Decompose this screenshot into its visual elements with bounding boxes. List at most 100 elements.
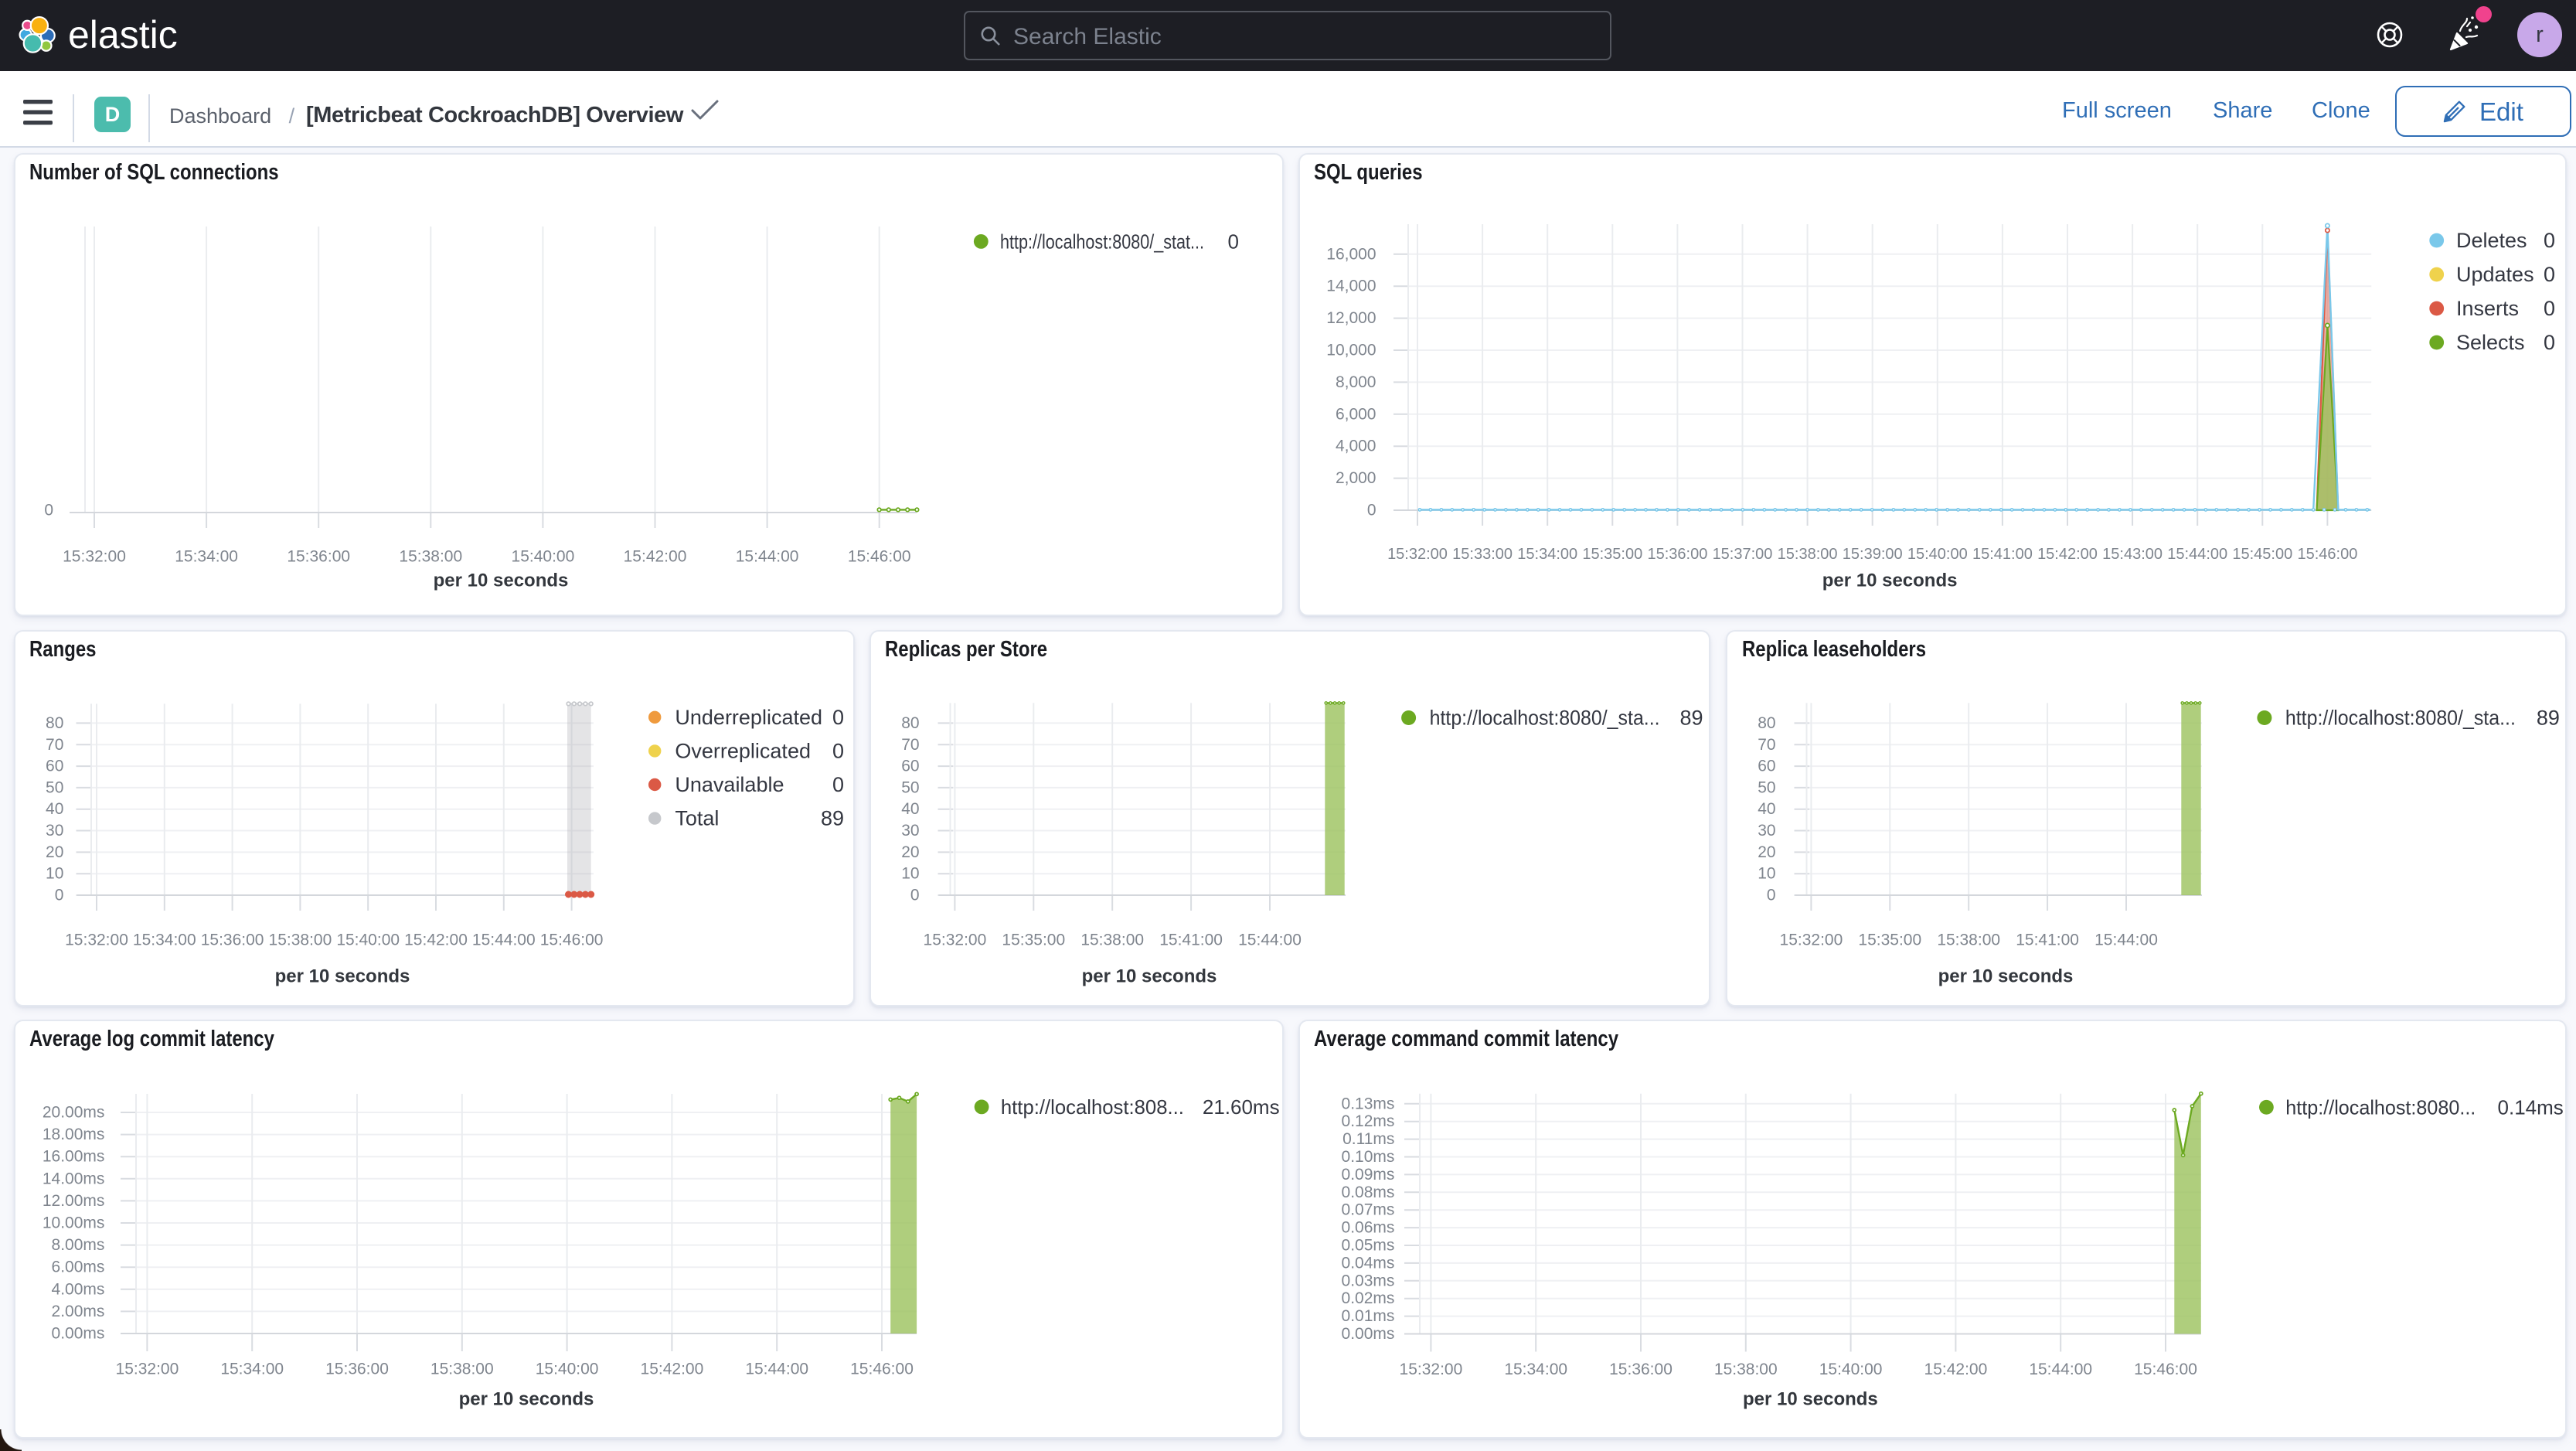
svg-text:20: 20: [901, 843, 919, 861]
svg-text:0.06ms: 0.06ms: [1342, 1219, 1395, 1237]
svg-text:2,000: 2,000: [1336, 469, 1376, 487]
svg-text:14.00ms: 14.00ms: [43, 1170, 105, 1187]
svg-text:15:38:00: 15:38:00: [430, 1361, 494, 1378]
svg-text:15:38:00: 15:38:00: [269, 932, 332, 949]
svg-text:15:34:00: 15:34:00: [1517, 546, 1577, 563]
svg-text:0.14ms: 0.14ms: [2498, 1095, 2564, 1119]
svg-text:15:44:00: 15:44:00: [1238, 932, 1302, 949]
svg-text:0.00ms: 0.00ms: [52, 1325, 105, 1343]
svg-text:15:34:00: 15:34:00: [175, 548, 238, 566]
svg-text:15:46:00: 15:46:00: [848, 548, 911, 566]
svg-text:80: 80: [46, 714, 63, 732]
svg-text:15:44:00: 15:44:00: [2167, 546, 2227, 563]
svg-text:89: 89: [1679, 707, 1703, 730]
svg-text:20: 20: [1758, 843, 1775, 861]
svg-text:0: 0: [44, 502, 53, 519]
svg-text:15:34:00: 15:34:00: [220, 1361, 284, 1378]
svg-text:0: 0: [832, 739, 844, 762]
svg-text:0: 0: [832, 706, 844, 729]
svg-text:http://localhost:808...: http://localhost:808...: [1001, 1095, 1184, 1119]
svg-text:15:38:00: 15:38:00: [1080, 932, 1144, 949]
svg-text:0: 0: [832, 773, 844, 796]
svg-text:15:44:00: 15:44:00: [2094, 932, 2158, 949]
svg-text:8.00ms: 8.00ms: [52, 1236, 105, 1254]
svg-text:16,000: 16,000: [1326, 245, 1376, 263]
svg-text:Overreplicated: Overreplicated: [675, 739, 811, 762]
svg-text:30: 30: [901, 822, 919, 840]
svg-text:15:44:00: 15:44:00: [2029, 1361, 2092, 1378]
svg-text:89: 89: [821, 807, 844, 830]
svg-text:0: 0: [55, 887, 64, 904]
svg-text:4.00ms: 4.00ms: [52, 1280, 105, 1298]
svg-text:0.08ms: 0.08ms: [1342, 1184, 1395, 1201]
svg-text:15:35:00: 15:35:00: [1582, 546, 1642, 563]
svg-text:60: 60: [1758, 758, 1775, 775]
svg-text:per 10 seconds: per 10 seconds: [459, 1389, 594, 1410]
svg-text:0.04ms: 0.04ms: [1342, 1254, 1395, 1272]
svg-text:15:40:00: 15:40:00: [536, 1361, 599, 1378]
svg-text:70: 70: [46, 736, 63, 754]
svg-text:15:44:00: 15:44:00: [736, 548, 799, 566]
svg-text:0.11ms: 0.11ms: [1342, 1130, 1394, 1148]
svg-text:per 10 seconds: per 10 seconds: [1082, 966, 1217, 987]
svg-text:60: 60: [901, 758, 919, 775]
svg-text:14,000: 14,000: [1326, 278, 1376, 295]
svg-text:15:46:00: 15:46:00: [2297, 546, 2357, 563]
svg-text:15:38:00: 15:38:00: [1937, 932, 2000, 949]
svg-text:15:39:00: 15:39:00: [1843, 546, 1903, 563]
svg-text:30: 30: [46, 822, 63, 840]
svg-text:15:40:00: 15:40:00: [1907, 546, 1968, 563]
svg-text:10,000: 10,000: [1326, 342, 1376, 359]
svg-text:6,000: 6,000: [1336, 405, 1376, 423]
svg-text:15:40:00: 15:40:00: [336, 932, 400, 949]
svg-text:15:32:00: 15:32:00: [1387, 546, 1448, 563]
svg-text:15:34:00: 15:34:00: [133, 932, 196, 949]
svg-text:per 10 seconds: per 10 seconds: [1743, 1389, 1878, 1410]
svg-text:10.00ms: 10.00ms: [43, 1214, 105, 1232]
svg-text:15:37:00: 15:37:00: [1713, 546, 1773, 563]
svg-text:http://localhost:8080/_stat...: http://localhost:8080/_stat...: [1000, 230, 1204, 253]
svg-text:0: 0: [1367, 502, 1376, 519]
svg-text:8,000: 8,000: [1336, 373, 1376, 391]
svg-text:Underreplicated: Underreplicated: [675, 706, 822, 729]
svg-text:http://localhost:8080/_sta...: http://localhost:8080/_sta...: [2285, 707, 2516, 730]
svg-text:15:42:00: 15:42:00: [2037, 546, 2098, 563]
svg-text:15:32:00: 15:32:00: [1780, 932, 1843, 949]
svg-text:80: 80: [1758, 714, 1775, 732]
svg-text:15:35:00: 15:35:00: [1002, 932, 1065, 949]
svg-text:http://localhost:8080...: http://localhost:8080...: [2285, 1095, 2476, 1119]
svg-text:0.03ms: 0.03ms: [1342, 1272, 1395, 1289]
svg-text:0: 0: [2544, 263, 2555, 286]
svg-text:70: 70: [1758, 736, 1775, 754]
svg-text:15:46:00: 15:46:00: [540, 932, 604, 949]
svg-text:http://localhost:8080/_sta...: http://localhost:8080/_sta...: [1430, 707, 1660, 730]
svg-text:per 10 seconds: per 10 seconds: [275, 966, 410, 987]
svg-text:15:40:00: 15:40:00: [512, 548, 575, 566]
svg-text:60: 60: [46, 758, 63, 775]
svg-text:0: 0: [910, 887, 920, 904]
svg-text:0.13ms: 0.13ms: [1342, 1095, 1395, 1112]
svg-text:0.10ms: 0.10ms: [1342, 1148, 1395, 1166]
svg-text:15:38:00: 15:38:00: [1778, 546, 1838, 563]
svg-text:Inserts: Inserts: [2456, 297, 2519, 320]
svg-text:15:40:00: 15:40:00: [1819, 1361, 1883, 1378]
svg-text:Deletes: Deletes: [2456, 229, 2527, 252]
svg-text:10: 10: [46, 865, 63, 883]
svg-text:per 10 seconds: per 10 seconds: [1822, 571, 1958, 591]
svg-text:10: 10: [901, 865, 919, 883]
svg-text:15:32:00: 15:32:00: [65, 932, 128, 949]
svg-text:15:33:00: 15:33:00: [1452, 546, 1513, 563]
svg-text:15:36:00: 15:36:00: [1609, 1361, 1673, 1378]
svg-text:70: 70: [901, 736, 919, 754]
svg-text:15:32:00: 15:32:00: [116, 1361, 179, 1378]
svg-text:40: 40: [1758, 800, 1775, 818]
svg-text:12.00ms: 12.00ms: [43, 1192, 105, 1210]
svg-text:15:36:00: 15:36:00: [201, 932, 264, 949]
svg-text:15:32:00: 15:32:00: [924, 932, 987, 949]
svg-text:0.05ms: 0.05ms: [1342, 1237, 1395, 1255]
svg-text:16.00ms: 16.00ms: [43, 1148, 105, 1166]
svg-text:0.12ms: 0.12ms: [1342, 1112, 1395, 1130]
svg-text:0: 0: [1767, 887, 1776, 904]
svg-text:15:32:00: 15:32:00: [1400, 1361, 1463, 1378]
svg-text:50: 50: [1758, 778, 1775, 796]
